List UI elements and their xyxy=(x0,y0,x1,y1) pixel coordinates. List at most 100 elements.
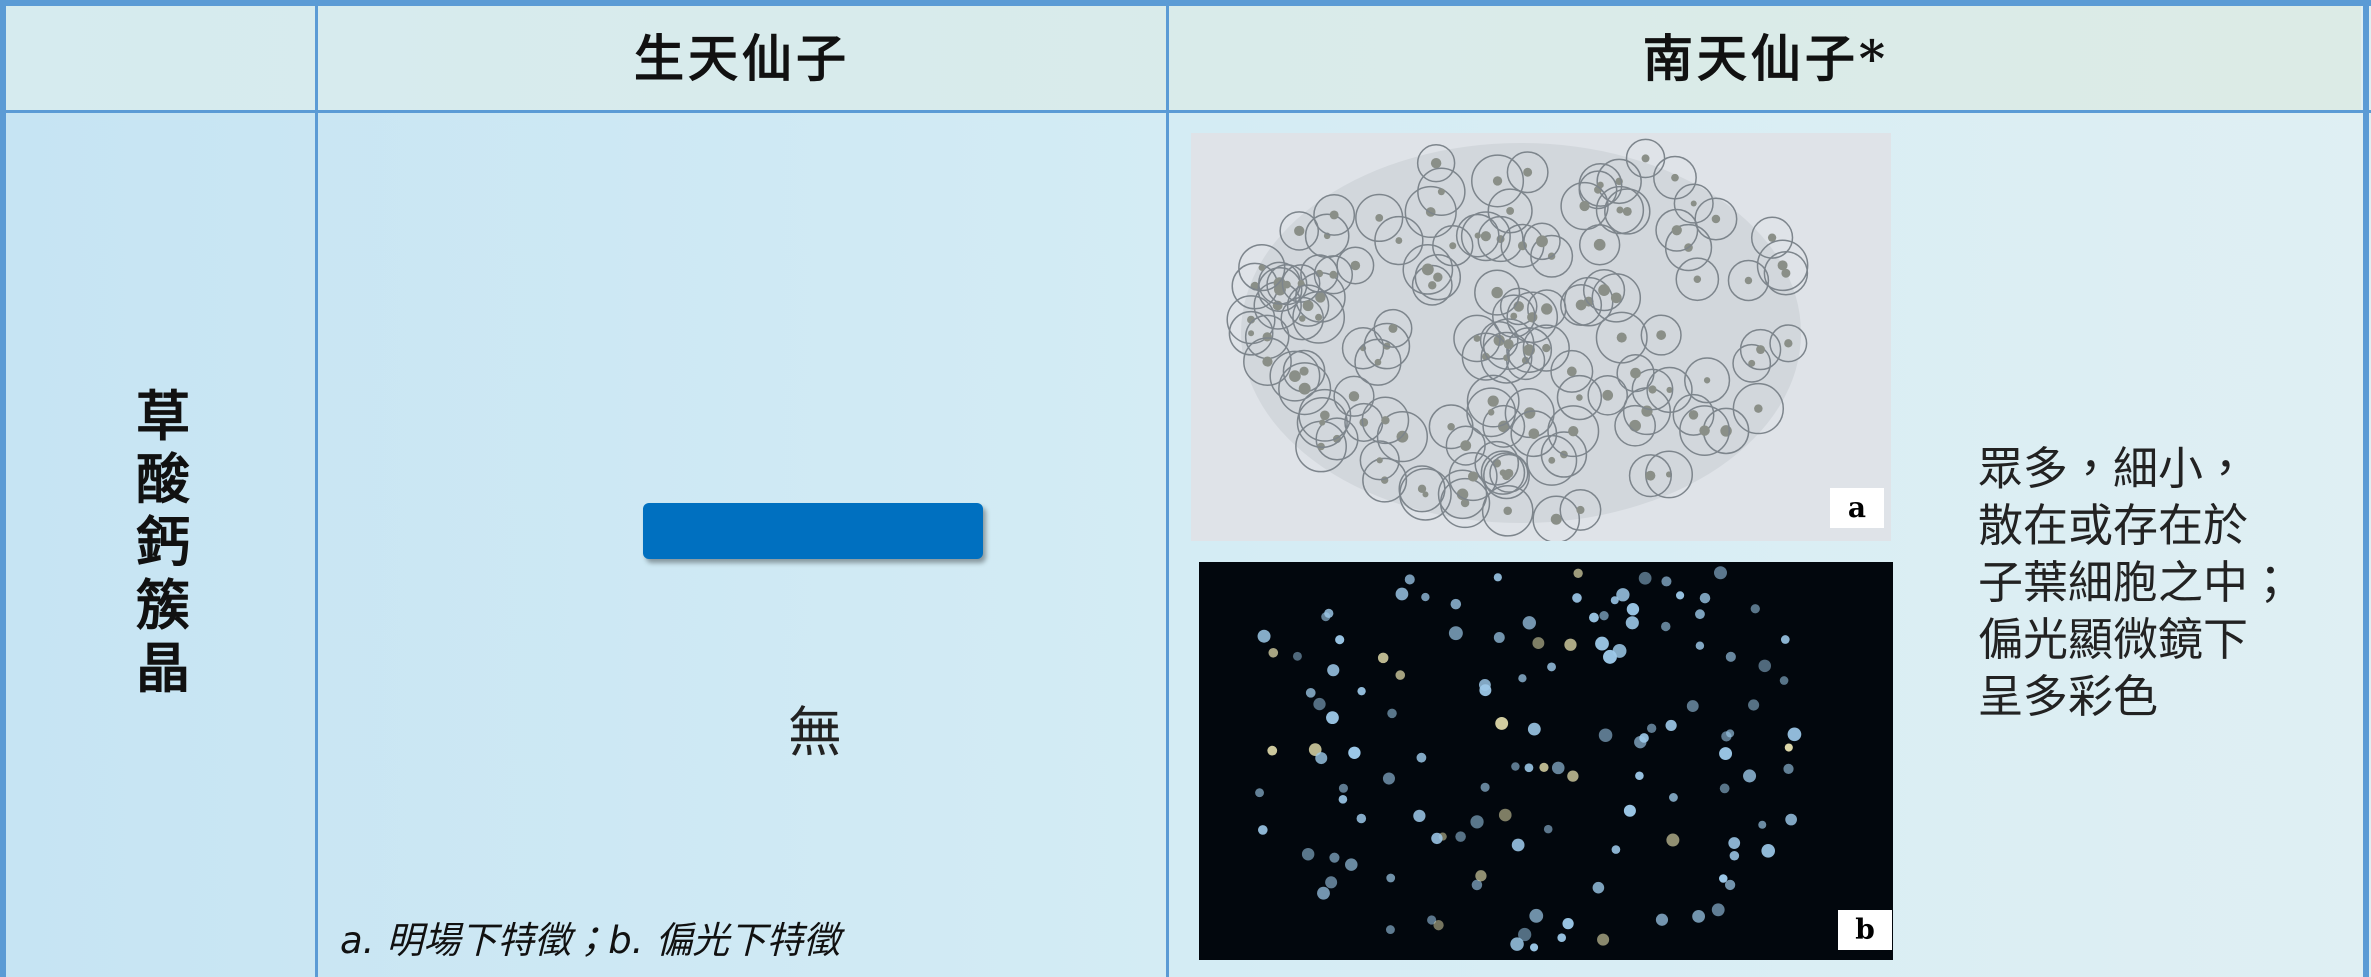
texture xyxy=(1504,468,1514,478)
header-cell: 南天仙子* xyxy=(1642,29,1890,88)
texture xyxy=(1413,809,1426,823)
texture xyxy=(1671,225,1682,236)
texture xyxy=(1313,255,1354,295)
texture xyxy=(1416,143,1456,183)
texture xyxy=(1758,659,1772,673)
texture xyxy=(1719,747,1733,761)
texture xyxy=(1616,332,1627,343)
texture xyxy=(1699,592,1711,604)
texture xyxy=(1292,651,1302,661)
texture xyxy=(1298,315,1306,322)
texture xyxy=(1480,450,1526,495)
texture xyxy=(1785,813,1797,826)
texture xyxy=(1653,155,1697,200)
texture xyxy=(1629,419,1641,432)
texture xyxy=(1493,334,1505,346)
texture xyxy=(1711,903,1725,917)
texture xyxy=(1348,746,1361,759)
texture xyxy=(1493,631,1505,643)
texture xyxy=(1257,629,1271,643)
texture xyxy=(1319,419,1326,426)
texture xyxy=(1255,788,1264,798)
texture xyxy=(1727,259,1770,302)
texture xyxy=(1783,763,1794,774)
texture xyxy=(1315,313,1323,321)
texture xyxy=(1719,783,1730,794)
texture xyxy=(1703,377,1711,384)
texture xyxy=(1320,410,1330,421)
micrograph-brightfield xyxy=(1191,133,1891,541)
texture xyxy=(1482,318,1535,371)
texture xyxy=(1635,771,1644,781)
texture xyxy=(1530,943,1539,952)
description-line: 子葉細胞之中； xyxy=(1978,556,2294,609)
texture xyxy=(1338,783,1348,793)
texture xyxy=(1329,270,1338,279)
texture xyxy=(1492,176,1503,186)
texture xyxy=(1336,246,1375,285)
texture xyxy=(1780,635,1790,644)
texture xyxy=(1528,428,1540,439)
texture xyxy=(1313,193,1356,236)
texture xyxy=(1448,451,1498,502)
texture xyxy=(1784,339,1793,348)
texture xyxy=(1557,933,1567,943)
texture xyxy=(1675,591,1685,600)
texture xyxy=(1551,761,1565,775)
texture xyxy=(1280,296,1325,341)
texture xyxy=(1587,375,1629,416)
border xyxy=(315,0,318,977)
texture xyxy=(1656,330,1667,340)
texture xyxy=(1258,264,1265,271)
texture xyxy=(1669,793,1678,802)
cell-text: 無 xyxy=(788,701,842,764)
texture xyxy=(1480,231,1491,242)
texture xyxy=(1257,267,1303,313)
texture xyxy=(1482,404,1526,448)
texture xyxy=(1596,158,1642,205)
texture xyxy=(1448,626,1463,641)
texture xyxy=(1315,292,1326,303)
texture xyxy=(1579,200,1590,212)
texture xyxy=(1296,396,1348,449)
texture xyxy=(1655,208,1699,252)
texture xyxy=(1503,506,1512,516)
texture xyxy=(1511,838,1525,852)
texture xyxy=(1784,743,1793,752)
texture xyxy=(1593,238,1606,251)
texture xyxy=(1376,457,1383,464)
texture xyxy=(1395,587,1409,601)
texture xyxy=(1750,604,1760,614)
texture xyxy=(1610,596,1619,605)
texture xyxy=(1281,264,1321,303)
texture xyxy=(1460,211,1511,262)
description-line: 散在或存在於 xyxy=(1978,499,2249,552)
texture xyxy=(1445,425,1486,466)
texture xyxy=(1493,573,1502,582)
texture xyxy=(1560,181,1609,231)
texture xyxy=(1540,431,1588,478)
texture xyxy=(1361,396,1410,445)
texture xyxy=(1758,820,1767,829)
texture xyxy=(1417,167,1466,217)
texture xyxy=(1639,733,1649,743)
texture xyxy=(1560,283,1603,327)
texture xyxy=(1385,925,1395,935)
texture xyxy=(1518,674,1527,683)
texture xyxy=(1299,366,1309,376)
texture xyxy=(1302,300,1314,312)
texture xyxy=(1675,257,1720,302)
texture xyxy=(1523,167,1533,177)
texture xyxy=(1298,382,1311,395)
border xyxy=(0,0,2371,6)
texture xyxy=(1713,566,1727,580)
texture xyxy=(1690,200,1697,207)
texture xyxy=(1491,286,1503,299)
texture xyxy=(1373,308,1413,348)
texture xyxy=(1576,505,1585,515)
texture xyxy=(1542,343,1551,353)
texture xyxy=(1568,426,1579,437)
texture xyxy=(1575,299,1587,311)
texture xyxy=(1781,268,1791,278)
texture xyxy=(1455,213,1500,258)
